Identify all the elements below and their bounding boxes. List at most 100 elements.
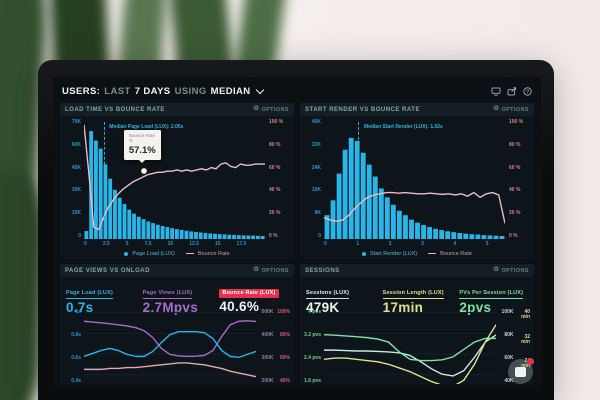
metric-sessions: Sessions (LUX) 479K	[306, 281, 375, 314]
axis-label: 4	[453, 241, 457, 247]
dashboard-screen: USERS: LAST 7 DAYS USING MEDIAN ?	[53, 77, 541, 390]
axis-label: 3.2 pvs	[304, 332, 321, 338]
panel-title: PAGE VIEWS VS ONLOAD	[65, 267, 150, 274]
page-views-plot[interactable]	[84, 310, 256, 384]
axis-label: 32K	[311, 141, 321, 148]
gear-icon: ⚙	[493, 105, 500, 113]
legend-line-icon	[428, 252, 437, 255]
title-part: LAST	[104, 85, 131, 97]
help-icon[interactable]: ?	[523, 86, 532, 96]
axis-label: 40%	[279, 378, 290, 384]
axis-label: 0.6s	[71, 355, 81, 361]
chart-area: 1s 0.8s 0.6s 0.4s 500K 400K 300K 200K 100% 80% 6…	[60, 308, 294, 384]
axis-label: 40 %	[269, 187, 281, 194]
metric-bounce-rate: Bounce Rate (LUX) 40.6%	[219, 281, 288, 313]
panel-header: START RENDER VS BOUNCE RATE ⚙ OPTIONS	[300, 103, 534, 116]
tooltip-value: 57.1%	[128, 145, 156, 157]
metric-page-load: Page Load (LUX) 0.7s	[66, 281, 135, 314]
notification-badge	[527, 358, 534, 365]
header-icons: ?	[491, 86, 532, 96]
sessions-plot[interactable]	[324, 310, 496, 384]
dashboard-title-dropdown[interactable]: USERS: LAST 7 DAYS USING MEDIAN	[62, 85, 264, 97]
chart-area: 40K 32K 24K 16K 8K 0 Median Start Render (LUX…	[300, 116, 534, 239]
axis-label: 15	[214, 241, 221, 247]
options-button[interactable]: ⚙ OPTIONS	[253, 266, 289, 274]
axis-label: 2	[388, 241, 392, 247]
y-axis-sessions: 100K 80K 60K 40K	[500, 310, 514, 384]
median-line	[358, 122, 360, 239]
axis-label: 75K	[71, 119, 81, 125]
monitor-icon[interactable]	[491, 87, 501, 96]
axis-label: 100K	[501, 309, 514, 315]
chart-legend: Page Load (LUX) Bounce Rate	[60, 248, 294, 259]
tooltip: Bounce Rate % 57.1%	[123, 129, 161, 160]
panel-start-render: START RENDER VS BOUNCE RATE ⚙ OPTIONS 40K…	[300, 103, 534, 259]
title-part: USING	[174, 85, 207, 97]
panel-header: PAGE VIEWS VS ONLOAD ⚙ OPTIONS	[60, 264, 294, 277]
title-part: USERS:	[62, 85, 101, 97]
metric-row: Page Load (LUX) 0.7s Page Views (LUX) 2.…	[60, 277, 294, 314]
share-icon[interactable]	[507, 86, 517, 96]
chat-icon	[515, 366, 526, 377]
y-axis-right: 500K 400K 300K 200K 100% 80% 60% 40%	[256, 310, 290, 384]
axis-label: 300K	[261, 355, 274, 361]
axis-label: 80%	[279, 332, 290, 338]
title-part: 7 DAYS	[134, 85, 171, 97]
metric-label: Session Length (LUX)	[382, 290, 444, 299]
axis-label: 17.5	[236, 241, 247, 247]
metric-label: Page Load (LUX)	[66, 290, 114, 299]
chart-legend: Start Render (LUX) Bounce Rate	[300, 248, 534, 259]
panel-sessions: SESSIONS ⚙ OPTIONS Sessions (LUX) 479K Se…	[300, 264, 534, 384]
y-axis-pageviews: 500K 400K 300K 200K	[260, 310, 274, 384]
legend-label: Bounce Rate	[197, 250, 230, 257]
metric-label: Page Views (LUX)	[142, 290, 193, 299]
load-time-plot[interactable]: Median Page Load (LUX): 2.05s Bounce Rat…	[84, 120, 265, 239]
axis-label: 0 %	[269, 232, 278, 239]
axis-label: 100 %	[269, 119, 284, 125]
metric-pvs-per-session: PVs Per Session (LUX) 2pvs	[459, 281, 528, 314]
options-button[interactable]: ⚙ OPTIONS	[493, 105, 529, 113]
legend-line-icon	[185, 252, 194, 255]
panel-title: LOAD TIME VS BOUNCE RATE	[65, 106, 165, 113]
chat-button[interactable]	[508, 358, 534, 384]
gear-icon: ⚙	[253, 266, 260, 274]
axis-label: 20 %	[269, 210, 281, 217]
options-button[interactable]: ⚙ OPTIONS	[493, 266, 529, 274]
axis-label: 10	[167, 241, 174, 247]
y-axis-left: 4 pvs 3.2 pvs 2.4 pvs 1.6 pvs	[304, 310, 324, 384]
options-button[interactable]: ⚙ OPTIONS	[253, 105, 289, 113]
axis-label: 0.8s	[71, 332, 81, 338]
axis-label: 4 pvs	[308, 309, 321, 315]
tooltip-unit: %	[128, 138, 133, 144]
laptop: USERS: LAST 7 DAYS USING MEDIAN ?	[38, 60, 554, 400]
legend-dot-icon	[362, 251, 367, 256]
axis-label: 20 %	[509, 210, 521, 217]
y-axis-bounce: 100% 80% 60% 40%	[277, 309, 290, 384]
axis-label: 40K	[504, 378, 514, 384]
chevron-down-icon	[255, 85, 264, 94]
axis-label: 1.6 pvs	[304, 378, 321, 384]
start-render-plot[interactable]: Median Start Render (LUX): 1.02s	[324, 120, 505, 239]
dashboard-header: USERS: LAST 7 DAYS USING MEDIAN ?	[62, 83, 532, 99]
axis-label: 200K	[261, 378, 274, 384]
axis-label: 0 %	[509, 232, 518, 239]
metric-row: Sessions (LUX) 479K Session Length (LUX)…	[300, 277, 534, 314]
tooltip-title: Bounce Rate	[128, 132, 155, 138]
metric-label: Sessions (LUX)	[306, 290, 350, 299]
median-annotation: Median Page Load (LUX): 2.05s	[109, 123, 184, 130]
axis-label: 40 %	[509, 187, 521, 194]
axis-label: 100%	[277, 309, 290, 315]
axis-label: 1s	[75, 309, 81, 315]
axis-label: 8K	[314, 210, 321, 217]
axis-label: 40K	[311, 119, 321, 125]
y-axis-left: 1s 0.8s 0.6s 0.4s	[64, 310, 84, 384]
axis-label: 60 %	[269, 164, 281, 171]
x-axis: 0 2.5 5 7.5 10 12.5 15 17.5	[84, 241, 265, 248]
axis-label: 16K	[311, 187, 321, 194]
axis-label: 7.5	[144, 241, 152, 247]
axis-label: 15K	[71, 210, 81, 217]
axis-label: 5	[125, 241, 129, 247]
panel-title: START RENDER VS BOUNCE RATE	[305, 106, 420, 113]
axis-label: 1	[356, 241, 360, 247]
axis-label: 0	[78, 232, 81, 239]
